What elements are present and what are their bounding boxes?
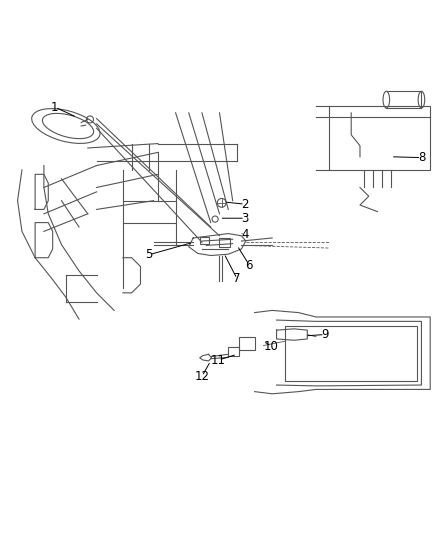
Bar	[199, 237, 208, 244]
Text: 11: 11	[211, 353, 226, 367]
Text: 3: 3	[241, 212, 248, 225]
Bar	[285, 326, 416, 381]
Text: 12: 12	[194, 370, 209, 383]
Text: 10: 10	[263, 340, 278, 353]
Bar	[228, 347, 239, 357]
Text: 2: 2	[240, 198, 248, 211]
Text: 6: 6	[245, 259, 253, 272]
Text: 1: 1	[51, 101, 59, 114]
Text: 5: 5	[145, 248, 152, 261]
Bar	[219, 238, 230, 247]
Text: 7: 7	[233, 272, 240, 285]
Bar	[239, 337, 254, 350]
Text: 4: 4	[240, 228, 248, 240]
Text: 8: 8	[417, 151, 424, 164]
Text: 9: 9	[320, 328, 328, 341]
